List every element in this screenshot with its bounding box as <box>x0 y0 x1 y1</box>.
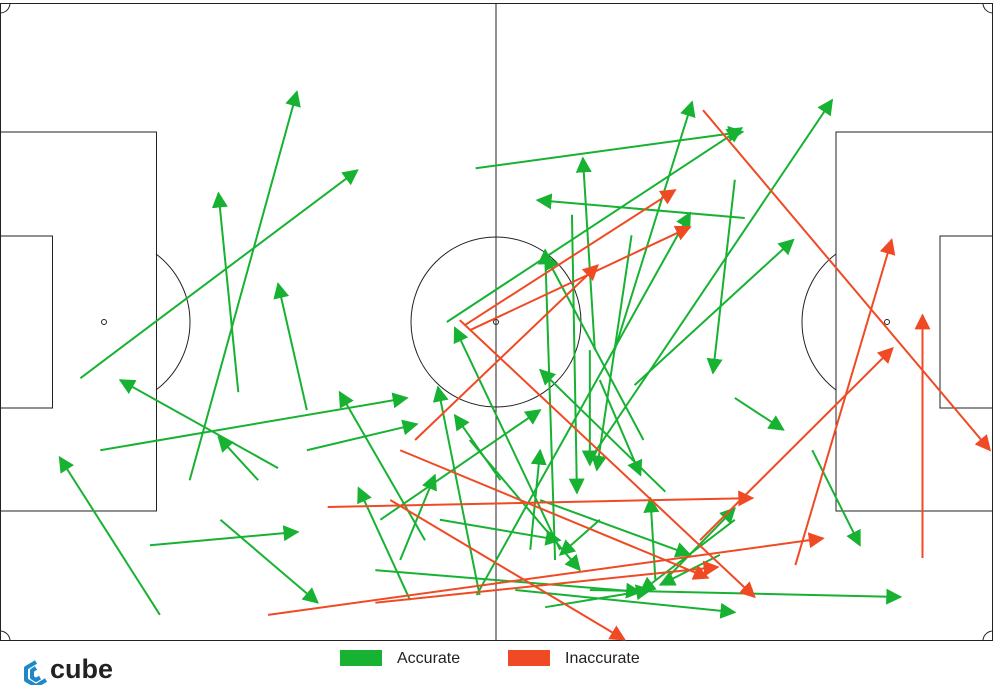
pass-arrow <box>439 518 562 546</box>
pass-arrow <box>217 435 259 481</box>
pass-arrow <box>575 156 596 351</box>
pass-arrow <box>79 169 359 379</box>
pass-arrow <box>590 235 633 472</box>
center-spot <box>493 319 499 325</box>
pass-arrow <box>568 214 585 495</box>
pass-arrow <box>453 413 502 481</box>
pass-arrow <box>267 532 825 616</box>
legend-label: Inaccurate <box>565 650 640 667</box>
penalty-spot-left <box>101 319 107 325</box>
pass-arrow <box>306 419 419 452</box>
pass-arrow <box>558 519 601 556</box>
pass-arrow <box>613 100 696 351</box>
corner-arcs <box>0 2 993 642</box>
pitch <box>0 2 993 642</box>
six-yard-box-right <box>939 235 993 409</box>
legend: Accurate Inaccurate <box>340 650 640 667</box>
pass-arrow <box>399 473 437 561</box>
pass-arrow <box>273 282 308 411</box>
penalty-box-right <box>835 131 993 512</box>
pass-arrow <box>118 379 279 469</box>
penalty-spot-right <box>884 319 890 325</box>
pass-arrow <box>464 189 677 327</box>
pass-arrow <box>529 448 547 550</box>
pass-arrow <box>535 193 745 220</box>
pass-arrow <box>699 347 894 541</box>
legend-swatch <box>508 650 550 666</box>
pass-arrow <box>453 326 561 551</box>
pass-arrow <box>338 390 426 541</box>
pass-arrow <box>544 584 652 609</box>
pass-arrow <box>414 264 599 441</box>
pass-arrow <box>375 560 720 604</box>
logo-text: cube <box>50 654 113 684</box>
pass-arrow <box>589 98 834 461</box>
pass-arrow <box>219 519 319 604</box>
pass-arrow <box>702 109 992 452</box>
pass-arrow <box>399 449 710 580</box>
pass-arrow <box>643 496 660 580</box>
pass-arrow <box>432 385 481 596</box>
logo: cube <box>24 654 113 685</box>
legend-label: Accurate <box>397 650 460 667</box>
pass-arrow <box>58 455 161 616</box>
pass-arrow <box>639 518 736 593</box>
pass-arrow <box>794 238 896 566</box>
pass-arrow <box>475 125 745 170</box>
pass-arrow <box>188 90 301 481</box>
pass-arrow <box>468 439 581 572</box>
six-yard-box-left <box>0 235 53 409</box>
pass-arrow <box>379 409 542 521</box>
pass-arrow <box>598 379 643 477</box>
pass-arrow <box>100 392 409 452</box>
penalty-arc-left <box>155 253 191 391</box>
pass-arrow <box>706 179 736 375</box>
pass-arrow <box>475 211 692 596</box>
pass-arrow <box>211 191 240 393</box>
pass-arrow <box>149 525 300 547</box>
pass-arrow <box>539 499 692 558</box>
pass-arrow <box>589 588 903 605</box>
legend-swatch <box>340 650 382 666</box>
pass-arrow <box>515 588 737 619</box>
pass-arrow <box>459 319 756 599</box>
pass-arrow <box>811 449 861 547</box>
pass-arrow <box>469 225 692 332</box>
pass-arrow <box>633 238 795 386</box>
logo-icon <box>24 660 48 685</box>
penalty-box-left <box>0 131 157 512</box>
pass-arrow <box>389 499 626 641</box>
penalty-arc-right <box>801 253 837 391</box>
passes <box>58 90 992 641</box>
pass-arrow <box>544 253 645 441</box>
pass-arrow <box>446 127 744 323</box>
pass-arrow <box>734 397 785 431</box>
